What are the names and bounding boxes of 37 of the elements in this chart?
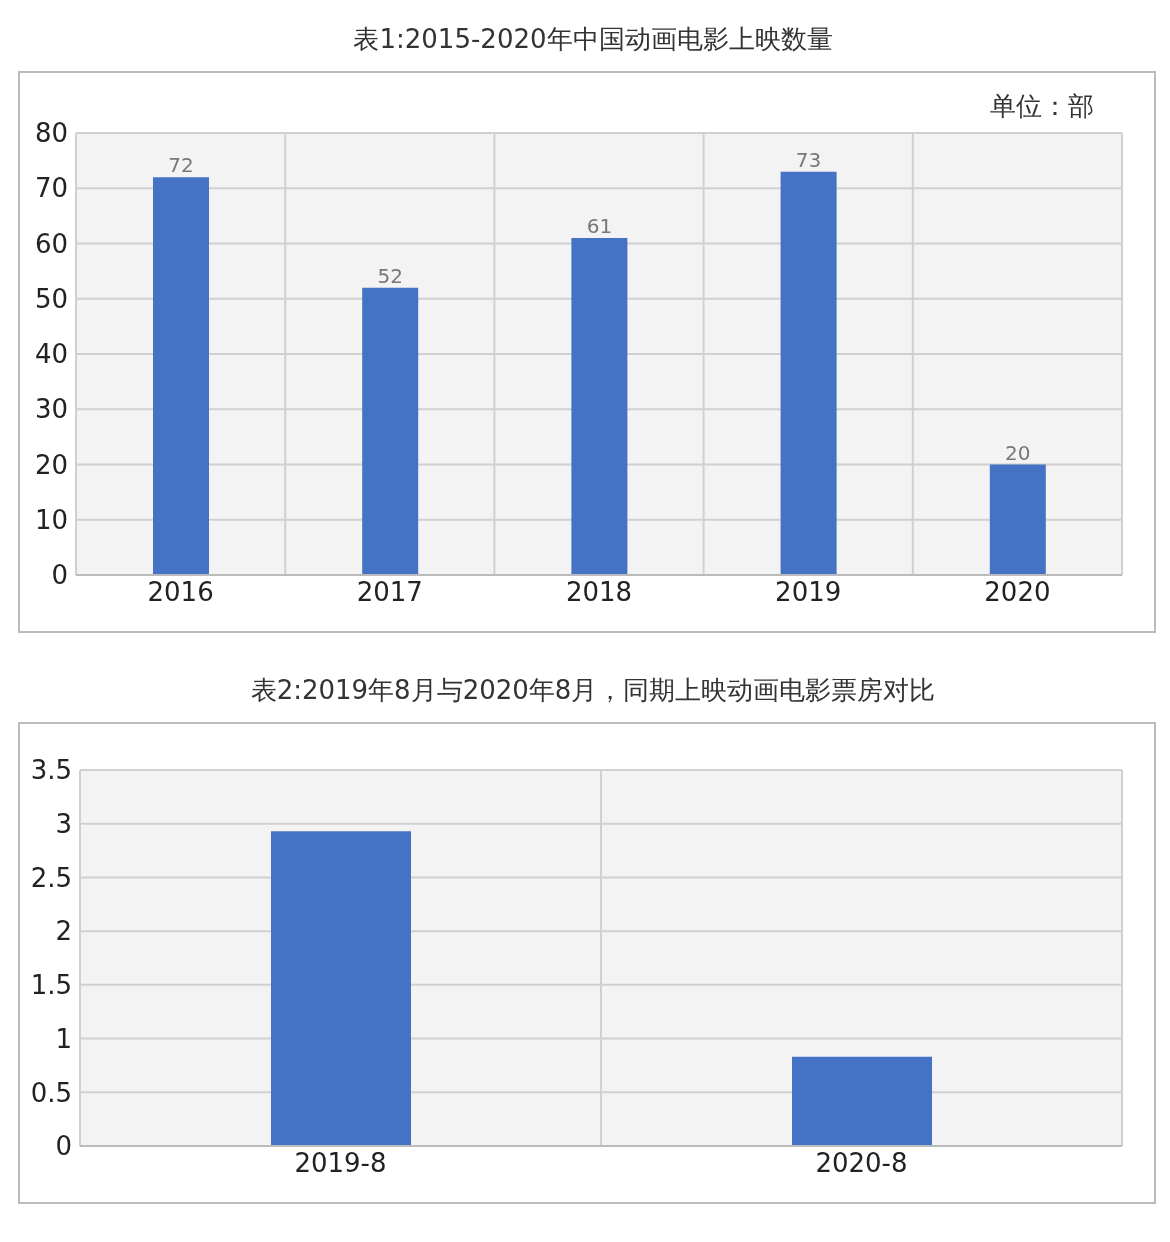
- bar: [153, 177, 209, 575]
- bar: [571, 237, 628, 575]
- x-tick-label: 2020: [984, 577, 1051, 608]
- y-tick-label: 40: [34, 339, 68, 370]
- x-tick-label: 2020-8: [815, 1148, 908, 1179]
- chart-title: 表1:2015-2020年中国动画电影上映数量: [352, 23, 834, 56]
- y-tick-label: 0.5: [30, 1077, 72, 1108]
- y-tick-label: 70: [34, 173, 68, 204]
- text: 单位：部: [990, 90, 1094, 123]
- y-tick-label: 3: [55, 808, 72, 839]
- x-tick-label: 2017: [356, 577, 423, 608]
- data-label: 73: [795, 147, 822, 172]
- y-tick-label: 1: [55, 1023, 72, 1054]
- y-tick-label: 0: [51, 560, 68, 591]
- y-tick-label: 30: [34, 394, 68, 425]
- x-tick-label: 2019: [775, 577, 842, 608]
- y-tick-label: 10: [34, 504, 68, 535]
- x-tick-label: 2016: [147, 577, 214, 608]
- data-label: 72: [168, 153, 194, 178]
- x-tick-label: 2019-8: [294, 1148, 387, 1179]
- chart-title: 表2:2019年8月与2020年8月，同期上映动画电影票房对比: [249, 674, 937, 707]
- x-tick-label: 2018: [565, 577, 633, 608]
- y-tick-label: 2: [55, 916, 72, 947]
- bar: [989, 464, 1046, 575]
- y-tick-label: 2.5: [30, 862, 72, 893]
- bar: [362, 287, 419, 575]
- data-label: 61: [586, 213, 613, 238]
- data-label: 20: [1005, 440, 1031, 465]
- bar: [780, 171, 837, 575]
- y-tick-label: 60: [34, 228, 68, 259]
- y-tick-label: 20: [34, 449, 68, 480]
- y-tick-label: 3.5: [30, 755, 72, 786]
- y-tick-label: 1.5: [30, 970, 72, 1001]
- y-tick-label: 80: [34, 118, 68, 149]
- y-tick-label: 0: [55, 1131, 72, 1162]
- y-tick-label: 50: [34, 283, 68, 314]
- data-label: 52: [377, 263, 403, 288]
